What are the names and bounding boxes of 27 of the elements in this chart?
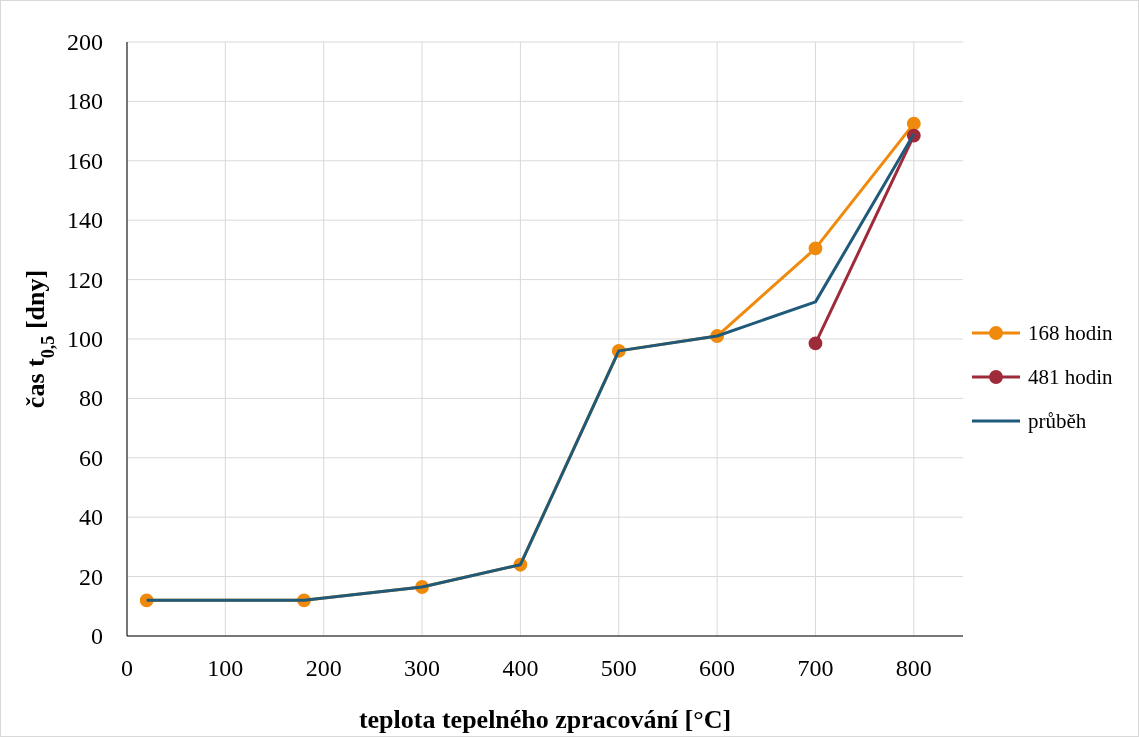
x-tick-label: 0 [121,655,133,681]
legend-label: 481 hodin [1028,365,1114,389]
y-tick-label: 120 [67,266,103,293]
legend-label: 168 hodin [1028,321,1114,345]
x-tick-label: 300 [404,655,441,681]
y-tick-label: 200 [67,29,103,55]
x-tick-label: 500 [600,655,637,681]
x-tick-label: 200 [305,655,342,681]
y-tick-label: 40 [79,504,103,531]
y-tick-label: 80 [79,385,103,412]
x-tick-label: 800 [895,655,932,681]
y-tick-label: 160 [67,147,103,174]
point [808,336,823,351]
point [906,116,921,131]
y-tick-label: 100 [67,326,103,352]
y-tick-label: 0 [91,623,103,649]
y-tick-label: 140 [67,207,103,234]
x-tick-label: 700 [797,655,834,681]
point [808,241,823,256]
y-tick-label: 20 [79,563,103,590]
x-tick-label: 400 [502,655,539,681]
x-tick-label: 100 [207,655,244,681]
x-tick-label: 600 [699,655,736,681]
y-tick-label: 180 [67,88,103,115]
x-axis-title: teplota tepelného zpracování [°C] [358,705,732,734]
y-tick-label: 60 [79,444,103,471]
legend-label: průběh [1028,409,1087,433]
